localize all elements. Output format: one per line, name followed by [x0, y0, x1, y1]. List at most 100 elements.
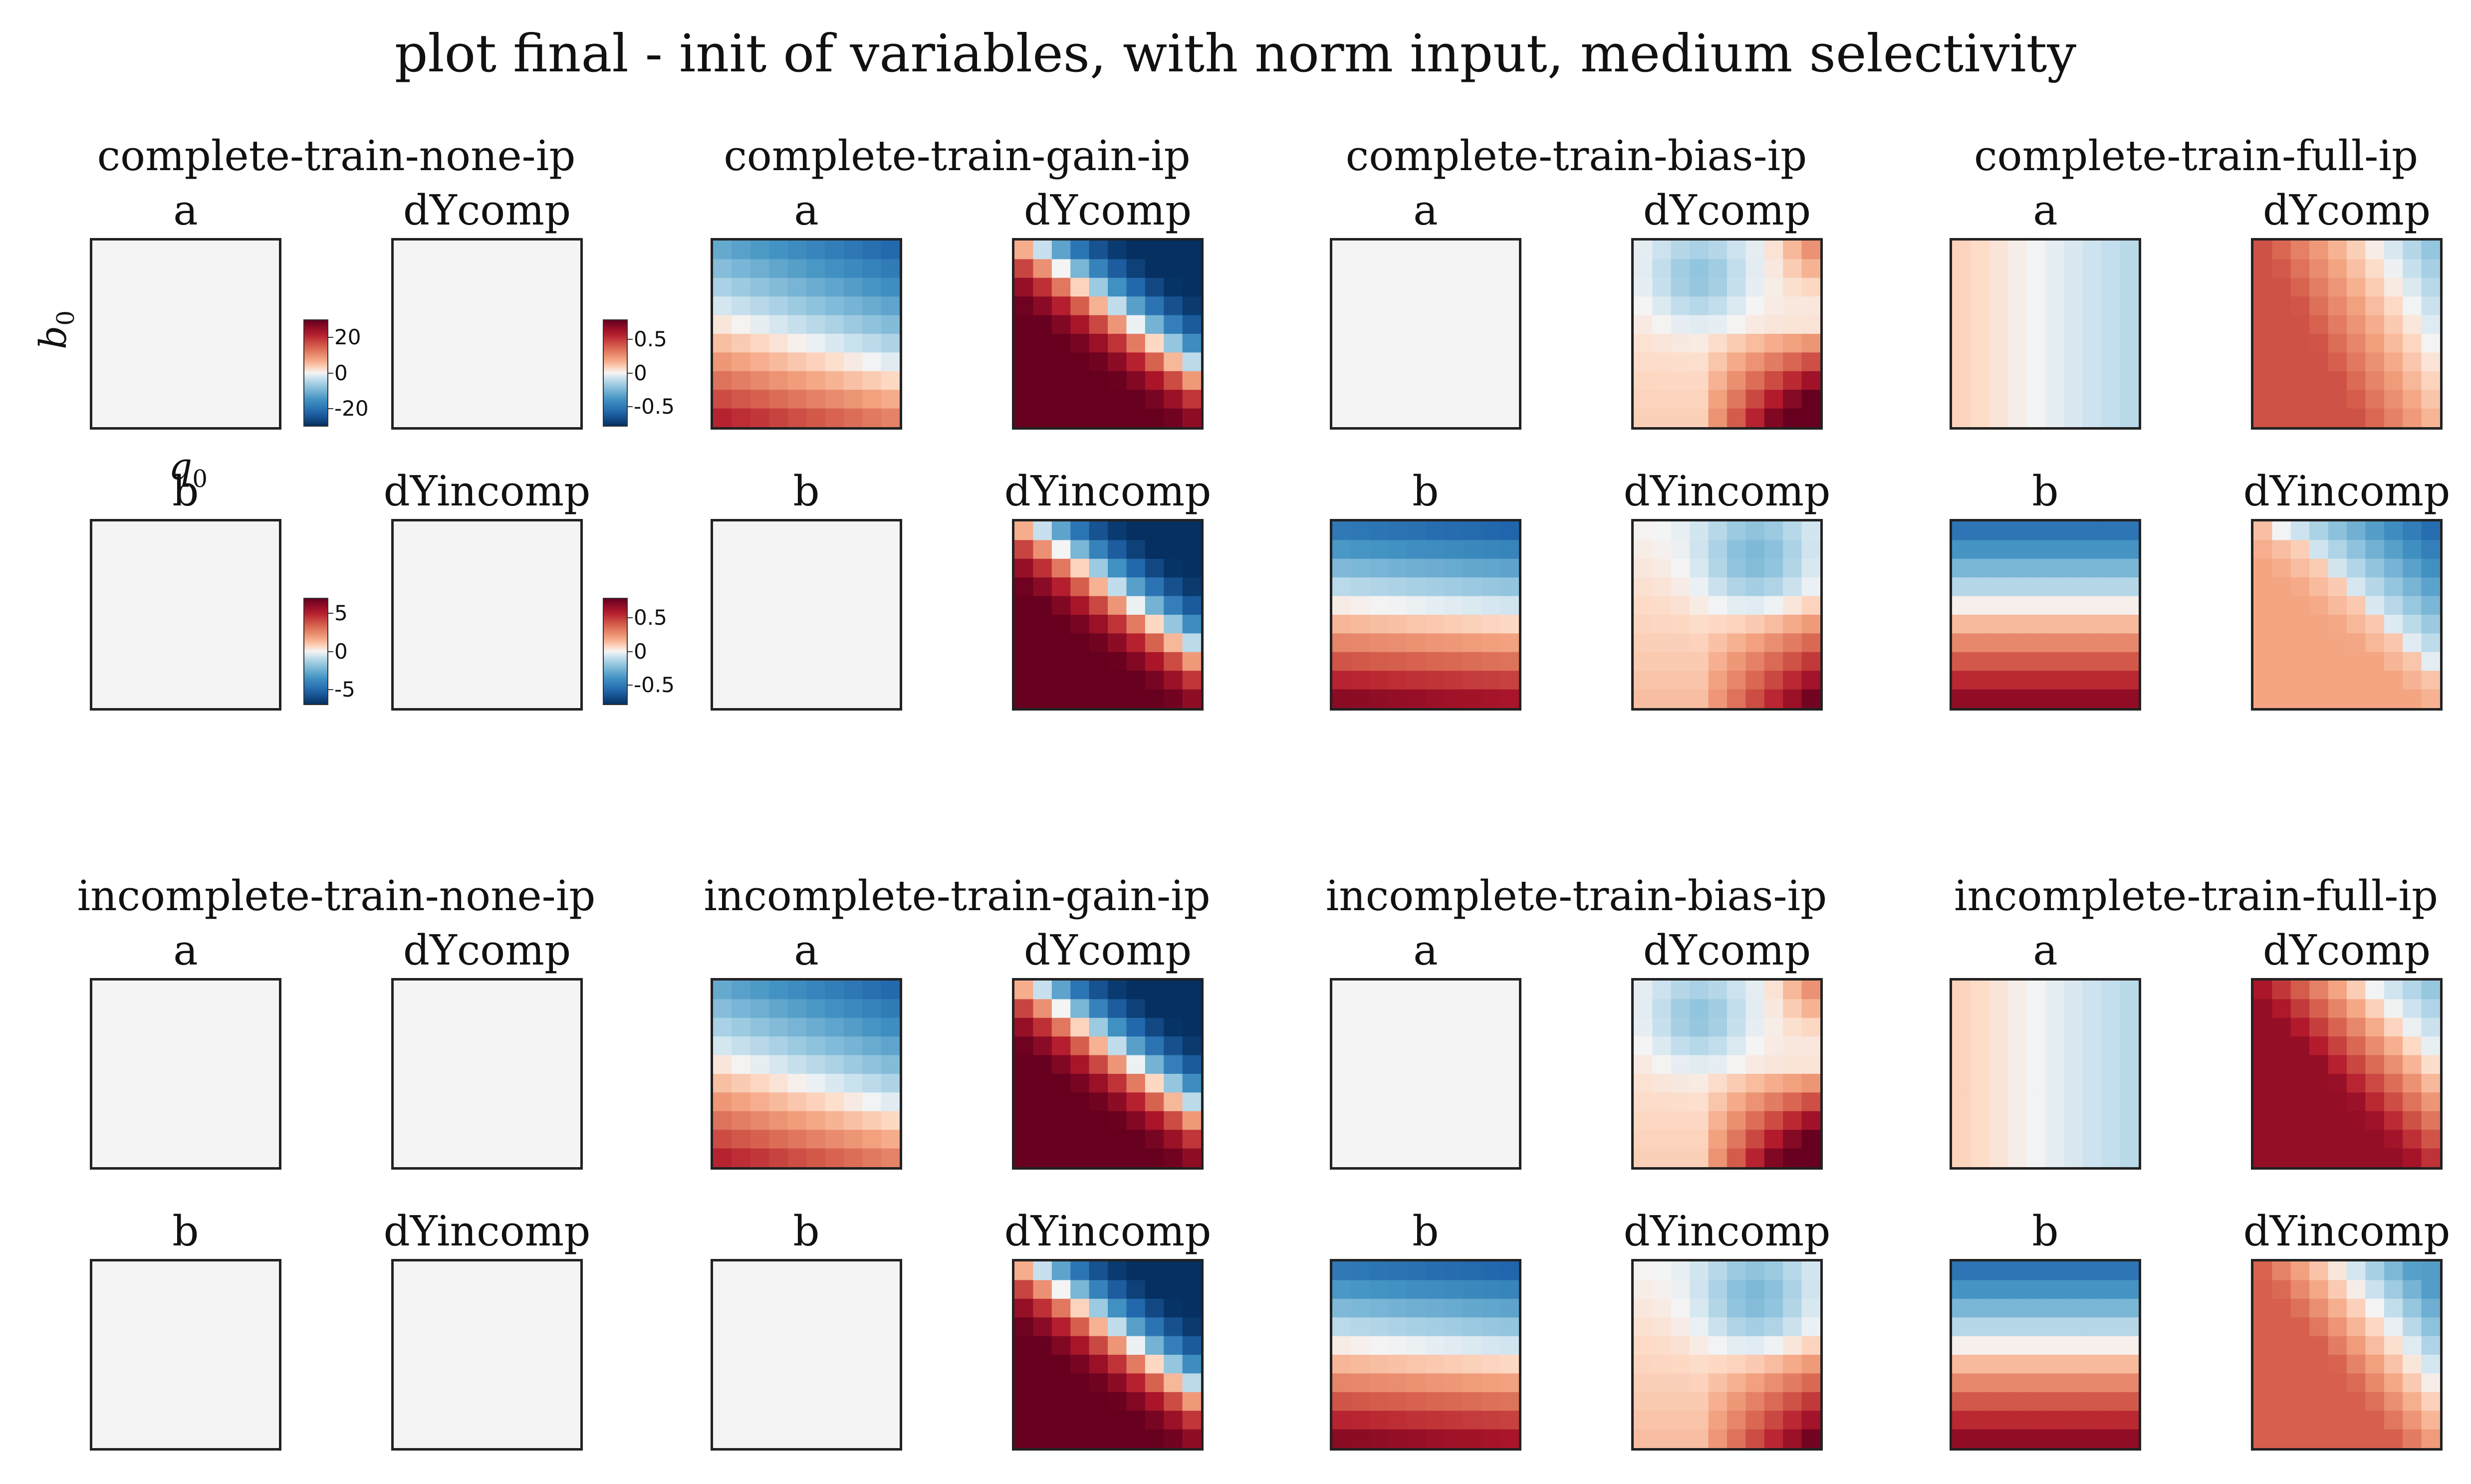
heatmap-cell [2421, 296, 2440, 316]
heatmap-cell [1764, 652, 1783, 671]
heatmap-cell [2008, 999, 2027, 1018]
heatmap-cell [2347, 1130, 2366, 1149]
heatmap-cell [260, 1036, 279, 1056]
heatmap-cell [1727, 689, 1746, 708]
heatmap-cell [450, 241, 469, 260]
panel-title: dYcomp [1643, 186, 1811, 235]
heatmap-cell [2120, 1429, 2139, 1448]
heatmap-cell [1014, 1092, 1034, 1112]
heatmap-cell [1727, 259, 1746, 278]
heatmap-cell [1463, 1092, 1482, 1112]
heatmap-cell [1634, 689, 1653, 708]
heatmap-cell [2064, 1280, 2083, 1299]
heatmap-cell [1463, 1298, 1482, 1318]
heatmap-cell [412, 540, 432, 559]
heatmap-cell [787, 1261, 807, 1281]
panel-title: b [2032, 467, 2059, 515]
heatmap-cell [787, 577, 807, 597]
heatmap-cell [543, 615, 562, 634]
heatmap-cell [1952, 296, 1972, 316]
heatmap-cell [732, 652, 751, 671]
heatmap-cell [1351, 277, 1370, 297]
heatmap-cell [769, 1055, 788, 1074]
heatmap-cell [167, 633, 186, 653]
heatmap-cell [1369, 558, 1389, 578]
heatmap-cell [1463, 241, 1482, 260]
heatmap-cell [750, 1317, 769, 1337]
heatmap-cell [1089, 277, 1108, 297]
heatmap-cell [1690, 558, 1709, 578]
heatmap-cell [1652, 371, 1672, 390]
heatmap-cell [524, 577, 543, 597]
heatmap-cell [1369, 1317, 1389, 1337]
heatmap-cell [1971, 1092, 1990, 1112]
heatmap-cell [2403, 652, 2422, 671]
heatmap-cell [1332, 1036, 1352, 1056]
heatmap-cell [2347, 1411, 2366, 1430]
heatmap-cell [750, 1355, 769, 1374]
heatmap-cell [468, 521, 488, 541]
heatmap-cell [1426, 277, 1445, 297]
heatmap-cell [2328, 1317, 2347, 1337]
heatmap-cell [1332, 1148, 1352, 1167]
heatmap-cell [2101, 1429, 2121, 1448]
heatmap-cell [1783, 1298, 1802, 1318]
heatmap-cell [468, 1392, 488, 1411]
heatmap-cell [750, 1074, 769, 1093]
heatmap-cell [2064, 633, 2083, 653]
heatmap-cell [2045, 1074, 2065, 1093]
heatmap-cell [862, 652, 882, 671]
heatmap-cell [1332, 1111, 1352, 1130]
heatmap-cell [1971, 315, 1990, 334]
heatmap-cell [1690, 408, 1709, 427]
heatmap-cell [450, 371, 469, 390]
heatmap-cell [1652, 1148, 1672, 1167]
heatmap-cell [1145, 296, 1164, 316]
heatmap-cell [543, 1017, 562, 1037]
heatmap-cell [412, 1111, 432, 1130]
heatmap-cell [1388, 1148, 1408, 1167]
heatmap-cell [881, 315, 900, 334]
heatmap-cell [1727, 1280, 1746, 1299]
heatmap-cell [431, 408, 450, 427]
heatmap-cell [1164, 1298, 1183, 1318]
heatmap-cell [1444, 1411, 1464, 1430]
heatmap-cell [1369, 352, 1389, 372]
heatmap-cell [1801, 540, 1820, 559]
heatmap-cell [129, 1392, 149, 1411]
heatmap-cell [1145, 1280, 1164, 1299]
heatmap-cell [1051, 689, 1071, 708]
heatmap-cell [524, 1392, 543, 1411]
heatmap-cell [487, 1148, 506, 1167]
heatmap-cell [2045, 1336, 2065, 1355]
heatmap-cell [1671, 315, 1690, 334]
heatmap-cell [1783, 671, 1802, 690]
heatmap-cell [1388, 352, 1408, 372]
heatmap-cell [1332, 540, 1352, 559]
heatmap-cell [487, 1261, 506, 1281]
heatmap-cell [1145, 558, 1164, 578]
heatmap-cell [1407, 1411, 1426, 1430]
heatmap-cell [543, 577, 562, 597]
group-title: incomplete-train-none-ip [77, 872, 596, 920]
heatmap-cell [1989, 259, 2008, 278]
heatmap-cell [1332, 1055, 1352, 1074]
heatmap-cell [1690, 577, 1709, 597]
heatmap-cell [1369, 633, 1389, 653]
heatmap-cell [431, 277, 450, 297]
heatmap-cell [1033, 615, 1052, 634]
heatmap-cell [1070, 408, 1090, 427]
heatmap-cell [2064, 671, 2083, 690]
heatmap-cell [1671, 1261, 1690, 1281]
heatmap-cell [148, 689, 168, 708]
heatmap-cell [2290, 1261, 2310, 1281]
heatmap-cell [1369, 1261, 1389, 1281]
heatmap-cell [1500, 633, 1519, 653]
heatmap-cell [2309, 521, 2329, 541]
heatmap-cell [2290, 1429, 2310, 1448]
heatmap-cell [713, 689, 733, 708]
heatmap-cell [750, 1336, 769, 1355]
heatmap-cell [1463, 1055, 1482, 1074]
heatmap-cell [431, 1298, 450, 1318]
heatmap-cell [750, 1055, 769, 1074]
